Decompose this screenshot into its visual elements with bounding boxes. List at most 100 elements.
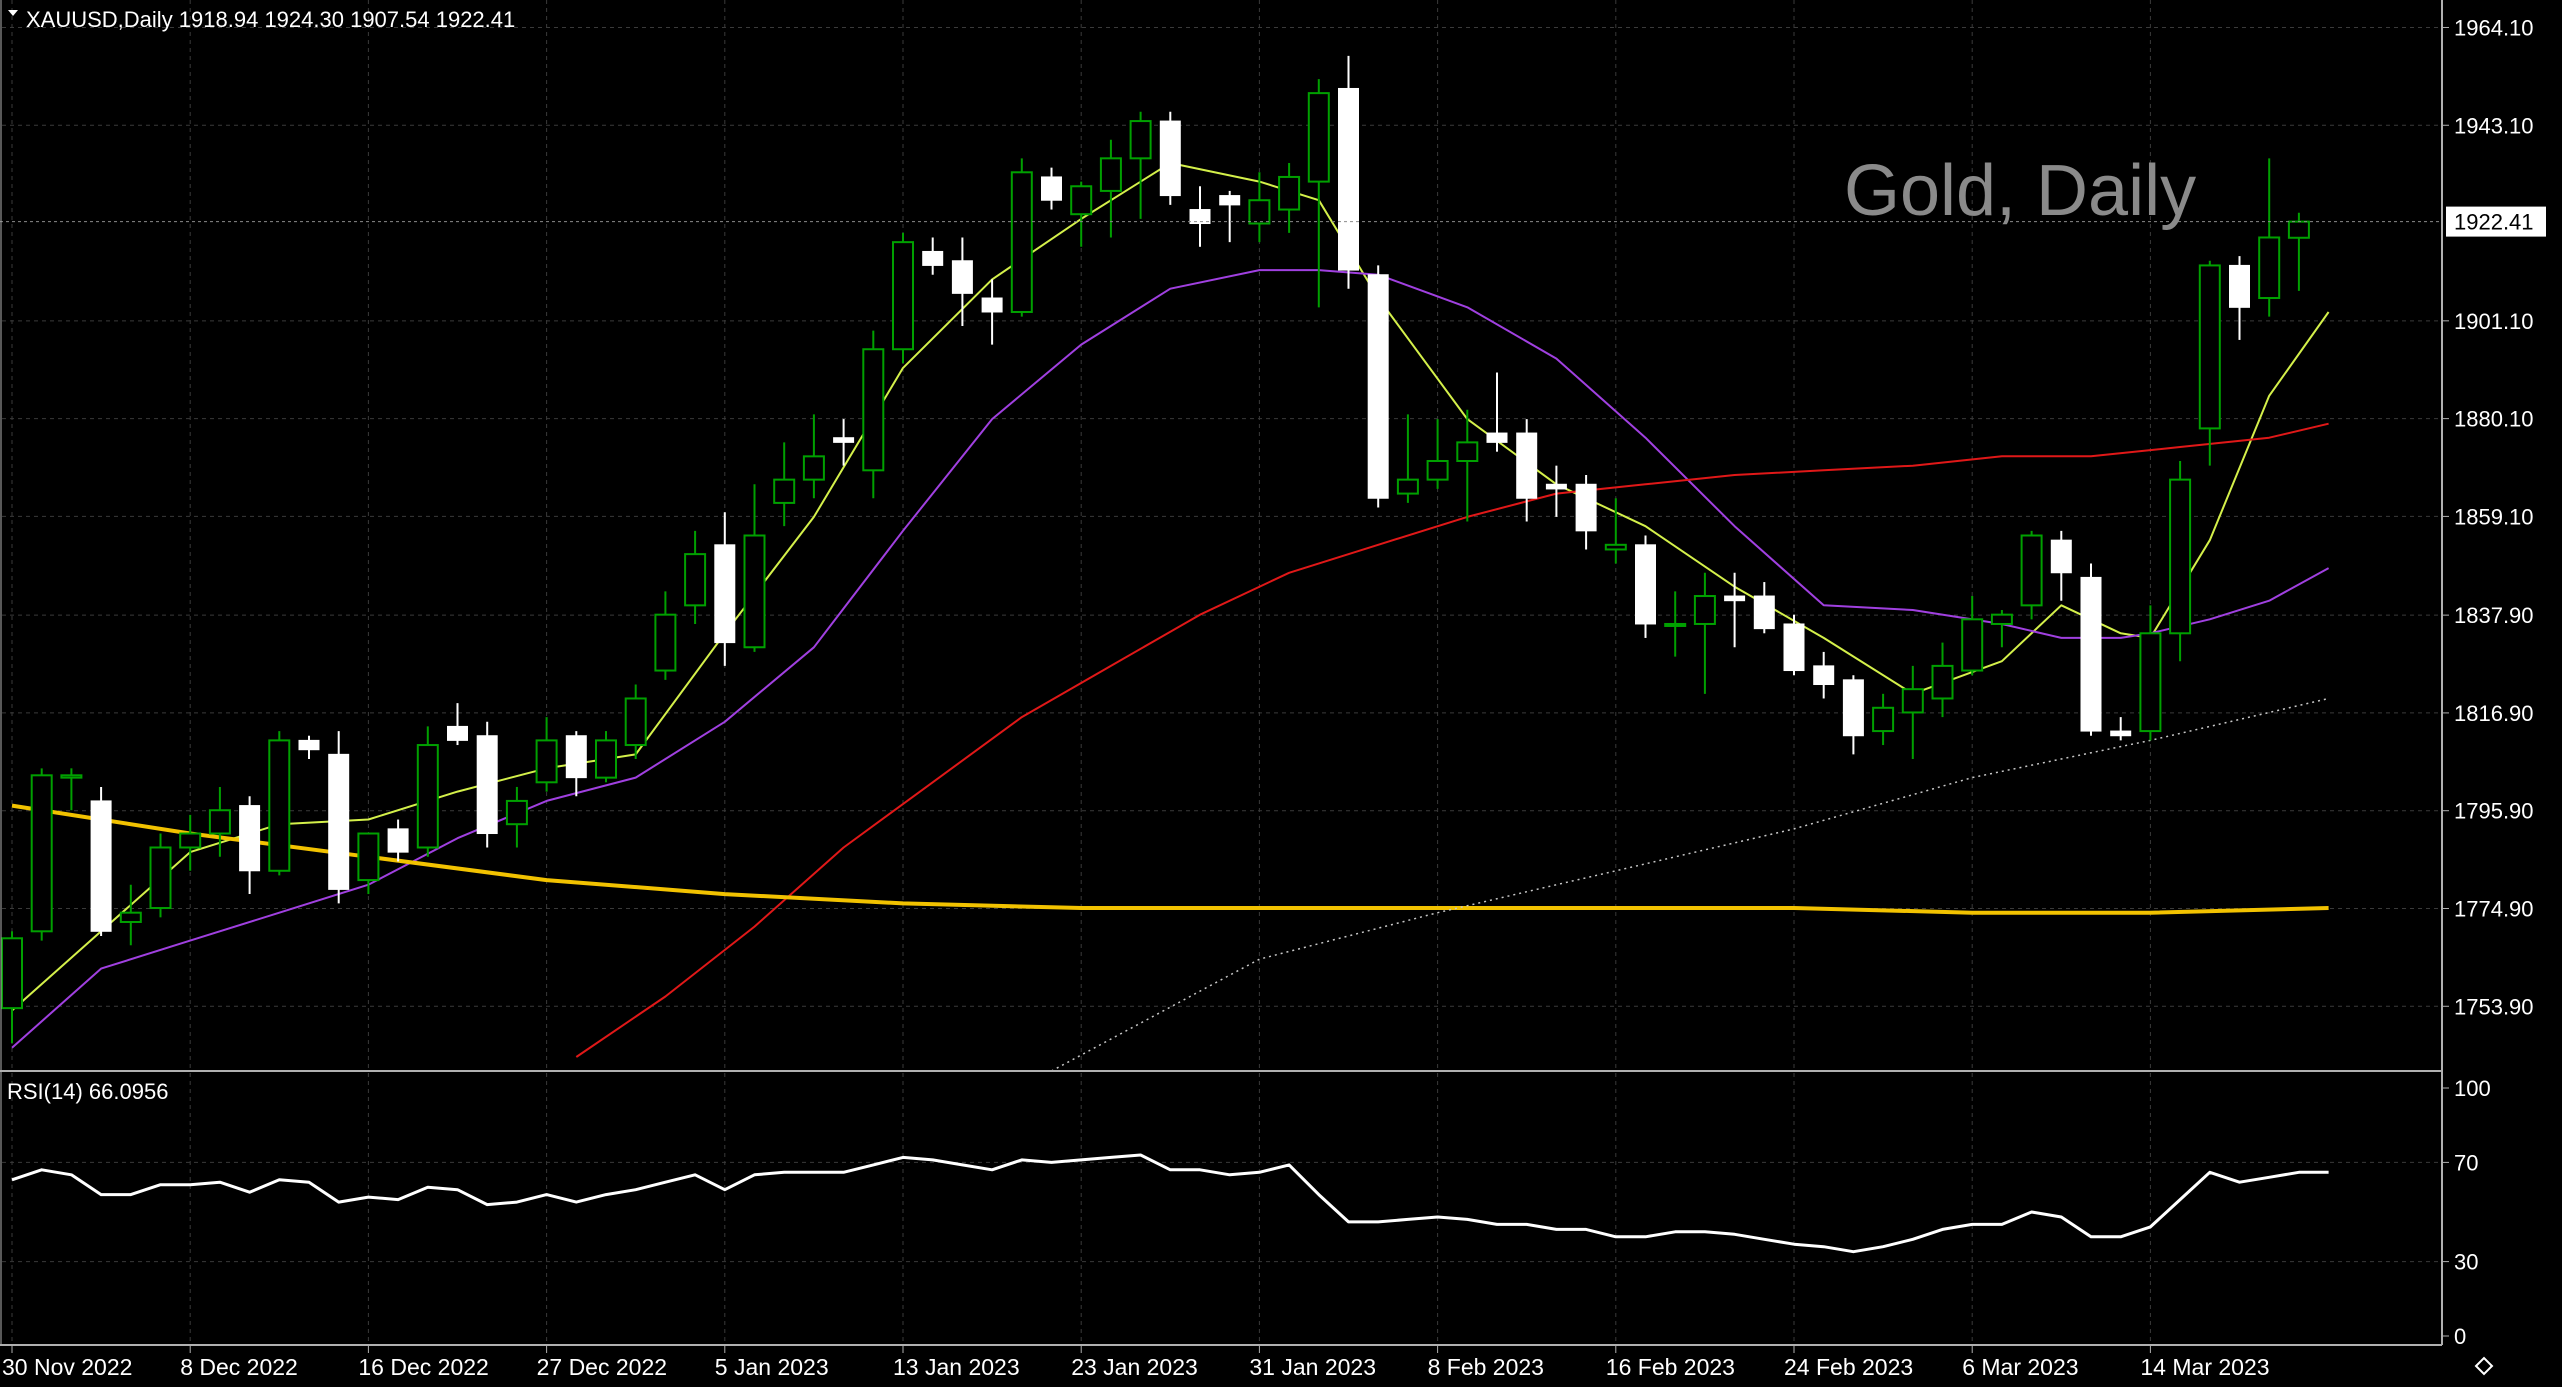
bullish-candle xyxy=(208,786,231,857)
bullish-candle xyxy=(2287,212,2310,291)
bullish-candle xyxy=(802,414,825,499)
candle-body xyxy=(1516,432,1538,499)
candle-body xyxy=(1664,622,1687,627)
candle-body xyxy=(1575,483,1597,532)
bullish-candle xyxy=(595,731,617,783)
candle-body xyxy=(387,828,409,853)
date-tick-label: 6 Mar 2023 xyxy=(1962,1354,2078,1380)
bullish-candle xyxy=(268,731,291,876)
candle-body xyxy=(1842,679,1864,737)
bullish-candle xyxy=(1693,572,1716,694)
bearish-candle xyxy=(1783,614,1805,676)
bearish-candle xyxy=(833,419,855,466)
date-tick-label: 27 Dec 2022 xyxy=(537,1354,667,1380)
date-tick-label: 14 Mar 2023 xyxy=(2140,1354,2269,1380)
candle-body xyxy=(1070,185,1093,216)
chart-watermark: Gold, Daily xyxy=(1844,151,2196,231)
rsi-tick-label: 70 xyxy=(2454,1150,2478,1175)
date-tick-label: 24 Feb 2023 xyxy=(1784,1354,1913,1380)
candle-body xyxy=(1,937,23,1010)
price-tick-label: 1837.90 xyxy=(2454,603,2534,628)
price-tick-label: 1943.10 xyxy=(2454,113,2534,138)
candle-body xyxy=(1901,688,1924,714)
candle-body xyxy=(90,800,112,932)
bullish-candle xyxy=(416,726,439,857)
bullish-candle xyxy=(2020,530,2043,620)
candle-body xyxy=(714,544,736,644)
candle-body xyxy=(2258,236,2281,300)
date-tick-label: 23 Jan 2023 xyxy=(1071,1354,1198,1380)
bearish-candle xyxy=(1753,582,1775,634)
candle-body xyxy=(505,799,528,826)
bearish-candle xyxy=(2110,717,2132,741)
bullish-candle xyxy=(535,717,558,792)
bearish-candle xyxy=(1189,186,1211,247)
candle-body xyxy=(1248,199,1271,225)
bearish-candle xyxy=(565,731,587,797)
moving-average-ma-dotted xyxy=(1051,697,2329,1072)
date-tick-label: 13 Jan 2023 xyxy=(893,1354,1020,1380)
candle-body xyxy=(1338,87,1359,271)
price-tick-label: 1859.10 xyxy=(2454,504,2534,529)
symbol-info: XAUUSD,Daily 1918.94 1924.30 1907.54 192… xyxy=(26,7,515,32)
candle-body xyxy=(535,739,558,784)
bullish-candle xyxy=(1099,139,1122,238)
price-tick-label: 1795.90 xyxy=(2454,799,2534,824)
bearish-candle xyxy=(90,786,112,936)
candle-body xyxy=(268,739,291,872)
bullish-candle xyxy=(2139,605,2162,741)
bearish-candle xyxy=(922,237,944,275)
bullish-candle xyxy=(505,786,528,848)
candle-body xyxy=(773,478,796,504)
date-tick-label: 16 Feb 2023 xyxy=(1606,1354,1735,1380)
bullish-candle xyxy=(1248,172,1271,243)
candle-body xyxy=(1813,665,1835,686)
candle-body xyxy=(1129,120,1152,160)
bearish-candle xyxy=(476,721,498,848)
candle-body xyxy=(1010,171,1033,313)
candle-body xyxy=(1604,543,1627,551)
candle-body xyxy=(2229,264,2250,308)
price-tick-label: 1774.90 xyxy=(2454,896,2534,921)
bullish-candle xyxy=(1010,158,1033,317)
candle-body xyxy=(1041,176,1062,201)
collapse-triangle-icon[interactable] xyxy=(8,10,18,16)
bullish-candle xyxy=(2198,260,2221,466)
candle-body xyxy=(862,348,885,472)
candle-body xyxy=(981,297,1003,313)
bearish-candle xyxy=(1545,465,1567,517)
bullish-candle xyxy=(1961,596,1984,676)
bearish-candle xyxy=(1575,474,1597,550)
candle-body xyxy=(476,735,498,835)
candle-body xyxy=(595,739,617,779)
candle-body xyxy=(2110,730,2132,737)
candle-body xyxy=(1753,595,1775,630)
date-tick-label: 30 Nov 2022 xyxy=(2,1354,132,1380)
candle-body xyxy=(1486,432,1508,443)
bullish-candle xyxy=(119,884,142,946)
candle-body xyxy=(1783,623,1805,672)
bearish-candle xyxy=(951,237,973,326)
candle-body xyxy=(2080,576,2102,732)
rsi-line xyxy=(11,1153,2329,1254)
bullish-candle xyxy=(1872,693,1895,746)
candle-body xyxy=(2198,264,2221,430)
bullish-candle xyxy=(743,484,766,652)
date-tick-label: 31 Jan 2023 xyxy=(1249,1354,1376,1380)
bearish-candle xyxy=(1842,675,1864,755)
candle-body xyxy=(892,241,914,351)
candle-body xyxy=(298,739,320,751)
candle-body xyxy=(833,437,855,443)
bearish-candle xyxy=(2080,563,2102,736)
bearish-candle xyxy=(1724,572,1746,648)
bullish-candle xyxy=(2169,460,2192,662)
bullish-candle xyxy=(773,442,796,527)
candle-body xyxy=(1367,274,1389,499)
bullish-candle xyxy=(1,931,23,1044)
bullish-candle xyxy=(1456,409,1479,522)
candle-body xyxy=(1931,664,1954,700)
bullish-candle xyxy=(1278,162,1301,233)
